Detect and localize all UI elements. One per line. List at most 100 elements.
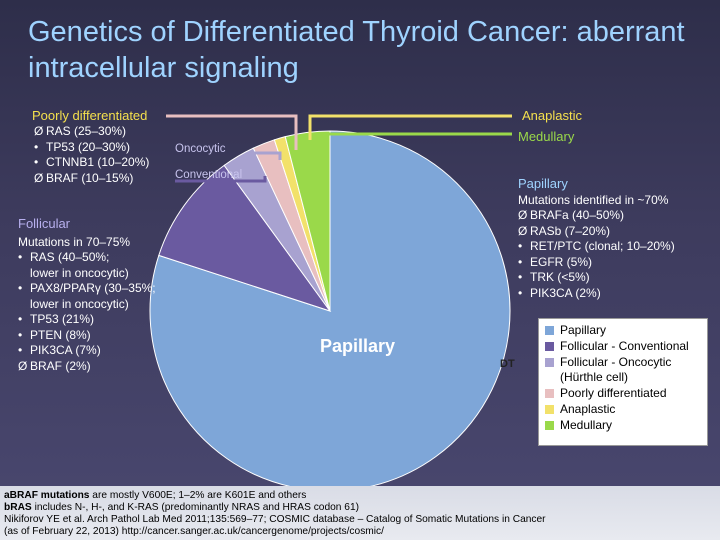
follicular-heading: Follicular bbox=[18, 216, 71, 231]
conventional-label: Conventional bbox=[175, 169, 243, 181]
slide-title: Genetics of Differentiated Thyroid Cance… bbox=[28, 16, 685, 84]
legend-label: Follicular - Oncocytic (Hürthle cell) bbox=[560, 355, 672, 384]
papillary-item-text: RET/PTC (clonal; 10–20%) bbox=[530, 239, 675, 253]
footer-note-b: includes N-, H-, and K-RAS (predominantl… bbox=[31, 502, 360, 513]
legend-item: Follicular - Conventional bbox=[545, 339, 701, 354]
oncocytic-label: Oncocytic bbox=[175, 143, 226, 155]
bullet-marker: • bbox=[18, 343, 23, 357]
bullet-marker: Ø bbox=[18, 358, 28, 373]
footer-background bbox=[0, 486, 720, 540]
poorly-item: Ø RAS (25–30%) bbox=[34, 124, 149, 140]
pie-slice-follicular-conventional bbox=[158, 164, 332, 312]
poorly-item-text: BRAF (10–15%) bbox=[46, 170, 134, 185]
papillary-item-text: EGFR (5%) bbox=[530, 254, 593, 269]
bullet-marker: Ø bbox=[518, 223, 528, 238]
pie-slice-papillary bbox=[149, 130, 511, 492]
legend-item: Poorly differentiated bbox=[545, 386, 701, 401]
follicular-item-text: lower in oncocytic) bbox=[30, 265, 129, 280]
poorly-differentiated-heading: Poorly differentiated bbox=[32, 108, 148, 123]
bullet-marker: • bbox=[34, 155, 39, 169]
pie-slice-medullary bbox=[284, 130, 331, 312]
legend-label: Follicular - Conventional bbox=[560, 339, 689, 353]
anaplastic-label: Anaplastic bbox=[522, 108, 582, 123]
follicular-item: • RAS (40–50%; bbox=[18, 250, 156, 266]
follicular-item-text: PAX8/PPARγ (30–35%; bbox=[30, 281, 156, 295]
chart-legend: Papillary Follicular - Conventional Follic… bbox=[538, 318, 708, 446]
follicular-item: • PAX8/PPARγ (30–35%; bbox=[18, 281, 156, 297]
follicular-item: • TP53 (21%) bbox=[18, 312, 156, 328]
bullet-marker: • bbox=[18, 250, 23, 264]
legend-swatch bbox=[545, 405, 554, 414]
legend-label: Medullary bbox=[560, 418, 613, 432]
legend-item: Anaplastic bbox=[545, 402, 701, 417]
poorly-item-text: CTNNB1 (10–20%) bbox=[46, 155, 150, 169]
papillary-item-text: PIK3CA (2%) bbox=[530, 285, 601, 300]
follicular-item: Ø BRAF (2%) bbox=[18, 359, 156, 375]
legend-label: Anaplastic bbox=[560, 402, 616, 416]
papillary-item: • TRK (<5%) bbox=[518, 270, 675, 286]
legend-item: Medullary bbox=[545, 418, 701, 433]
poorly-differentiated-list: Ø RAS (25–30%) • TP53 (20–30%) • CTNNB1 (10–2… bbox=[34, 124, 149, 186]
oncocytic-leader-line bbox=[250, 151, 282, 160]
legend-swatch bbox=[545, 421, 554, 430]
papillary-item: Ø BRAFa (40–50%) bbox=[518, 208, 675, 224]
papillary-item: • EGFR (5%) bbox=[518, 255, 675, 271]
follicular-item: • PTEN (8%) bbox=[18, 328, 156, 344]
footer-source-link[interactable]: (as of February 22, 2013) http://cancer.… bbox=[4, 526, 384, 537]
poorly-item: Ø BRAF (10–15%) bbox=[34, 171, 149, 187]
bullet-marker: Ø bbox=[34, 124, 44, 138]
follicular-item-text: BRAF (2%) bbox=[30, 358, 91, 373]
footer-note-a-bold: aBRAF mutations bbox=[4, 490, 90, 501]
follicular-subheading: Mutations in 70–75% bbox=[18, 235, 131, 249]
conventional-leader-line bbox=[175, 176, 267, 183]
poorly-item: • TP53 (20–30%) bbox=[34, 140, 149, 156]
poorly-leader-line bbox=[166, 114, 298, 150]
bullet-marker: • bbox=[518, 270, 523, 284]
legend-swatch bbox=[545, 389, 554, 398]
follicular-item-text: PTEN (8%) bbox=[30, 327, 91, 342]
dt-label: DT bbox=[500, 358, 515, 370]
papillary-item-text: BRAFa (40–50%) bbox=[530, 208, 625, 222]
follicular-item-text: RAS (40–50%; bbox=[30, 250, 110, 264]
legend-item: Papillary bbox=[545, 323, 701, 338]
follicular-item-text: TP53 (21%) bbox=[30, 312, 95, 326]
bullet-marker: • bbox=[518, 285, 523, 300]
follicular-item-text: PIK3CA (7%) bbox=[30, 343, 101, 357]
follicular-item: lower in oncocytic) bbox=[18, 297, 156, 313]
bullet-marker: • bbox=[518, 239, 523, 253]
papillary-item: • RET/PTC (clonal; 10–20%) bbox=[518, 239, 675, 255]
follicular-list: • RAS (40–50%; lower in oncocytic) • PAX8/PP… bbox=[18, 250, 156, 374]
legend-label: Poorly differentiated bbox=[560, 386, 667, 400]
papillary-item-text: RASb (7–20%) bbox=[530, 223, 611, 238]
bullet-marker: Ø bbox=[518, 208, 528, 222]
pie-papillary-label: Papillary bbox=[320, 336, 396, 356]
poorly-item-text: TP53 (20–30%) bbox=[46, 139, 131, 154]
bullet-marker: Ø bbox=[34, 170, 44, 185]
poorly-item: • CTNNB1 (10–20%) bbox=[34, 155, 149, 171]
papillary-item: • PIK3CA (2%) bbox=[518, 286, 675, 302]
anaplastic-leader-line bbox=[308, 114, 512, 140]
footer-note-b-bold: bRAS bbox=[4, 502, 32, 513]
legend-swatch bbox=[545, 342, 554, 351]
poorly-item-text: RAS (25–30%) bbox=[46, 124, 127, 138]
footer-note-a: are mostly V600E; 1–2% are K601E and oth… bbox=[89, 490, 307, 501]
follicular-item: lower in oncocytic) bbox=[18, 266, 156, 282]
bullet-marker: • bbox=[34, 139, 39, 154]
medullary-label: Medullary bbox=[518, 129, 575, 144]
legend-swatch bbox=[545, 358, 554, 367]
legend-swatch bbox=[545, 326, 554, 335]
bullet-marker: • bbox=[18, 281, 23, 295]
bullet-marker: • bbox=[18, 327, 23, 342]
follicular-item: • PIK3CA (7%) bbox=[18, 343, 156, 359]
bullet-marker: • bbox=[18, 312, 23, 326]
legend-item: Follicular - Oncocytic (Hürthle cell) bbox=[545, 355, 701, 385]
footer-notes: aBRAF mutations are mostly V600E; 1–2% a… bbox=[4, 490, 716, 538]
papillary-heading: Papillary bbox=[518, 176, 568, 191]
papillary-item: Ø RASb (7–20%) bbox=[518, 224, 675, 240]
bullet-marker: • bbox=[518, 254, 523, 269]
papillary-item-text: TRK (<5%) bbox=[530, 270, 590, 284]
legend-label: Papillary bbox=[560, 323, 607, 337]
papillary-subheading: Mutations identified in ~70% bbox=[518, 193, 669, 207]
follicular-item-text: lower in oncocytic) bbox=[30, 296, 129, 311]
